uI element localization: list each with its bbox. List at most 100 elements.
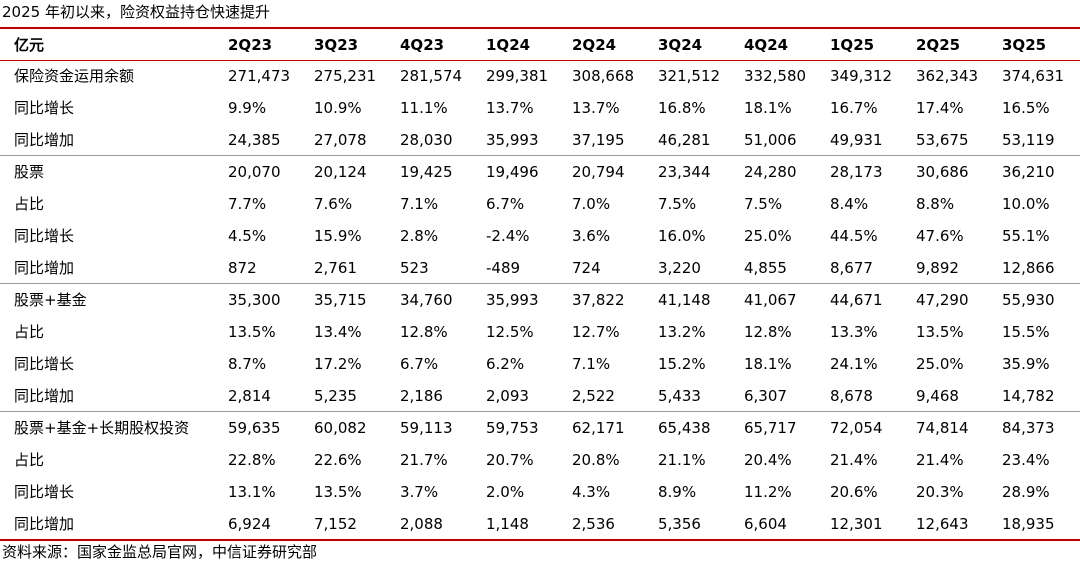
top-rule	[0, 27, 1080, 29]
cell-value: 8,678	[830, 387, 873, 405]
column-header: 2Q23	[228, 36, 273, 54]
cell-value: 35,993	[486, 291, 539, 309]
cell-value: 2,814	[228, 387, 271, 405]
cell-value: 74,814	[916, 419, 969, 437]
cell-value: 13.7%	[486, 99, 534, 117]
cell-value: 7,152	[314, 515, 357, 533]
cell-value: 7.1%	[572, 355, 611, 373]
cell-value: 2.8%	[400, 227, 439, 245]
cell-value: 28,173	[830, 163, 883, 181]
cell-value: 18,935	[1002, 515, 1055, 533]
cell-value: 72,054	[830, 419, 883, 437]
row-label: 同比增加	[14, 259, 75, 277]
row-label: 占比	[14, 451, 45, 469]
cell-value: 12.8%	[400, 323, 448, 341]
header-rule	[0, 60, 1080, 61]
cell-value: 13.3%	[830, 323, 878, 341]
cell-value: 44,671	[830, 291, 883, 309]
cell-value: 2,536	[572, 515, 615, 533]
cell-value: 3.7%	[400, 483, 439, 501]
cell-value: 24.1%	[830, 355, 878, 373]
cell-value: 299,381	[486, 67, 549, 85]
cell-value: 3,220	[658, 259, 701, 277]
cell-value: 16.8%	[658, 99, 706, 117]
cell-value: 321,512	[658, 67, 721, 85]
cell-value: 65,717	[744, 419, 797, 437]
cell-value: 21.4%	[916, 451, 964, 469]
cell-value: 23,344	[658, 163, 711, 181]
cell-value: 59,635	[228, 419, 281, 437]
cell-value: 2,088	[400, 515, 443, 533]
cell-value: 35,300	[228, 291, 281, 309]
cell-value: 1,148	[486, 515, 529, 533]
cell-value: 59,113	[400, 419, 453, 437]
cell-value: 20.7%	[486, 451, 534, 469]
cell-value: 4.3%	[572, 483, 611, 501]
cell-value: 37,195	[572, 131, 625, 149]
table-row: 同比增长 13.1% 13.5% 3.7% 2.0% 4.3% 8.9% 11.2% 20.6%…	[0, 476, 1080, 508]
cell-value: -489	[486, 259, 521, 277]
column-header: 2Q25	[916, 36, 961, 54]
table-body: 亿元 2Q23 3Q23 4Q23 1Q24 2Q24 3Q24 4Q24 1Q…	[0, 30, 1080, 540]
cell-value: 60,082	[314, 419, 367, 437]
table-row: 股票+基金+长期股权投资 59,635 60,082 59,113 59,753 62,1…	[0, 412, 1080, 444]
cell-value: 55,930	[1002, 291, 1055, 309]
cell-value: 9,892	[916, 259, 959, 277]
cell-value: 271,473	[228, 67, 291, 85]
bottom-rule	[0, 539, 1080, 541]
column-header: 1Q24	[486, 36, 531, 54]
cell-value: 5,356	[658, 515, 701, 533]
row-label: 同比增加	[14, 515, 75, 533]
table-title: 2025 年初以来，险资权益持仓快速提升	[2, 3, 270, 21]
cell-value: 13.5%	[916, 323, 964, 341]
cell-value: 16.5%	[1002, 99, 1050, 117]
cell-value: 2,761	[314, 259, 357, 277]
cell-value: 19,425	[400, 163, 453, 181]
cell-value: 30,686	[916, 163, 969, 181]
cell-value: 3.6%	[572, 227, 611, 245]
cell-value: 19,496	[486, 163, 539, 181]
cell-value: 25.0%	[916, 355, 964, 373]
cell-value: 8,677	[830, 259, 873, 277]
cell-value: 6.7%	[486, 195, 525, 213]
cell-value: 18.1%	[744, 99, 792, 117]
column-header: 3Q25	[1002, 36, 1047, 54]
cell-value: 51,006	[744, 131, 797, 149]
table-row: 保险资金运用余额 271,473 275,231 281,574 299,381 308,…	[0, 60, 1080, 92]
cell-value: 14,782	[1002, 387, 1055, 405]
cell-value: 59,753	[486, 419, 539, 437]
cell-value: 5,235	[314, 387, 357, 405]
cell-value: 11.1%	[400, 99, 448, 117]
cell-value: 2.0%	[486, 483, 525, 501]
cell-value: 9,468	[916, 387, 959, 405]
group-divider	[0, 283, 1080, 284]
column-header: 3Q23	[314, 36, 359, 54]
cell-value: 21.4%	[830, 451, 878, 469]
cell-value: 35.9%	[1002, 355, 1050, 373]
group-divider	[0, 155, 1080, 156]
cell-value: 47.6%	[916, 227, 964, 245]
cell-value: 11.2%	[744, 483, 792, 501]
table-row: 股票+基金 35,300 35,715 34,760 35,993 37,822 41,14…	[0, 284, 1080, 316]
cell-value: 7.0%	[572, 195, 611, 213]
cell-value: 36,210	[1002, 163, 1055, 181]
cell-value: 20.8%	[572, 451, 620, 469]
row-label: 同比增长	[14, 99, 75, 117]
cell-value: 8.9%	[658, 483, 697, 501]
cell-value: 8.7%	[228, 355, 267, 373]
table-row: 同比增加 6,924 7,152 2,088 1,148 2,536 5,356 6,604 1…	[0, 508, 1080, 540]
cell-value: 523	[400, 259, 429, 277]
cell-value: 65,438	[658, 419, 711, 437]
cell-value: 24,385	[228, 131, 281, 149]
cell-value: 13.5%	[228, 323, 276, 341]
cell-value: 20,794	[572, 163, 625, 181]
cell-value: 349,312	[830, 67, 893, 85]
cell-value: 10.9%	[314, 99, 362, 117]
cell-value: 7.7%	[228, 195, 267, 213]
cell-value: 22.8%	[228, 451, 276, 469]
cell-value: 13.2%	[658, 323, 706, 341]
header-row: 亿元 2Q23 3Q23 4Q23 1Q24 2Q24 3Q24 4Q24 1Q…	[0, 30, 1080, 60]
table-row: 同比增加 872 2,761 523 -489 724 3,220 4,855 8,677 9,8…	[0, 252, 1080, 284]
cell-value: 12,643	[916, 515, 969, 533]
cell-value: 15.2%	[658, 355, 706, 373]
